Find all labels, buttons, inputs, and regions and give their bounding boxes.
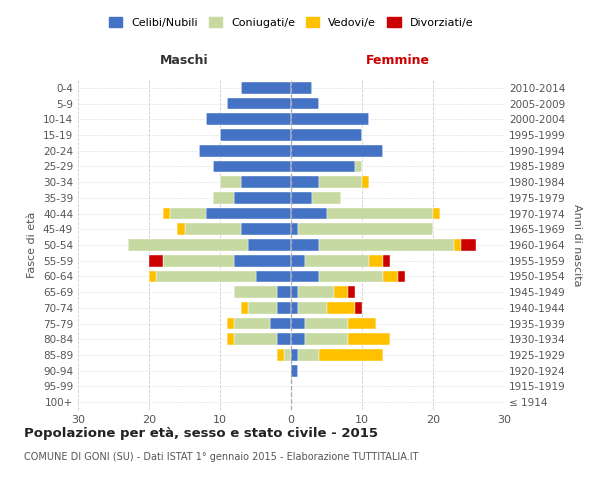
- Bar: [199, 145, 291, 156]
- Bar: [291, 286, 298, 298]
- Bar: [170, 208, 206, 220]
- Bar: [291, 145, 383, 156]
- Bar: [256, 270, 291, 282]
- Bar: [291, 365, 298, 376]
- Bar: [241, 224, 291, 235]
- Bar: [355, 302, 362, 314]
- Bar: [213, 192, 234, 204]
- Bar: [326, 302, 355, 314]
- Bar: [291, 349, 298, 361]
- Bar: [277, 302, 291, 314]
- Bar: [241, 82, 291, 94]
- Bar: [248, 302, 277, 314]
- Bar: [348, 334, 391, 345]
- Bar: [305, 334, 348, 345]
- Bar: [163, 255, 234, 266]
- Bar: [277, 334, 291, 345]
- Bar: [454, 239, 461, 251]
- Bar: [383, 270, 398, 282]
- Bar: [433, 208, 440, 220]
- Bar: [355, 160, 362, 172]
- Bar: [149, 270, 156, 282]
- Bar: [284, 349, 291, 361]
- Bar: [334, 286, 348, 298]
- Bar: [227, 318, 234, 330]
- Bar: [291, 129, 362, 141]
- Bar: [234, 334, 277, 345]
- Bar: [220, 129, 291, 141]
- Bar: [461, 239, 476, 251]
- Bar: [128, 239, 248, 251]
- Bar: [291, 98, 319, 110]
- Bar: [220, 176, 241, 188]
- Bar: [291, 114, 369, 125]
- Bar: [319, 239, 454, 251]
- Bar: [241, 176, 291, 188]
- Legend: Celibi/Nubili, Coniugati/e, Vedovi/e, Divorziati/e: Celibi/Nubili, Coniugati/e, Vedovi/e, Di…: [104, 13, 478, 32]
- Bar: [291, 192, 313, 204]
- Bar: [291, 160, 355, 172]
- Bar: [383, 255, 391, 266]
- Bar: [227, 98, 291, 110]
- Bar: [291, 270, 319, 282]
- Bar: [291, 302, 298, 314]
- Bar: [305, 318, 348, 330]
- Bar: [291, 255, 305, 266]
- Bar: [270, 318, 291, 330]
- Bar: [319, 176, 362, 188]
- Bar: [185, 224, 241, 235]
- Bar: [291, 224, 298, 235]
- Bar: [291, 82, 313, 94]
- Bar: [277, 349, 284, 361]
- Text: COMUNE DI GONI (SU) - Dati ISTAT 1° gennaio 2015 - Elaborazione TUTTITALIA.IT: COMUNE DI GONI (SU) - Dati ISTAT 1° genn…: [24, 452, 419, 462]
- Bar: [313, 192, 341, 204]
- Bar: [348, 286, 355, 298]
- Bar: [298, 302, 326, 314]
- Bar: [291, 239, 319, 251]
- Bar: [305, 255, 369, 266]
- Bar: [156, 270, 256, 282]
- Bar: [291, 176, 319, 188]
- Text: Femmine: Femmine: [365, 54, 430, 68]
- Bar: [234, 255, 291, 266]
- Text: Maschi: Maschi: [160, 54, 209, 68]
- Bar: [291, 334, 305, 345]
- Bar: [291, 208, 326, 220]
- Bar: [277, 286, 291, 298]
- Bar: [234, 286, 277, 298]
- Bar: [298, 286, 334, 298]
- Bar: [319, 349, 383, 361]
- Bar: [206, 208, 291, 220]
- Bar: [163, 208, 170, 220]
- Y-axis label: Anni di nascita: Anni di nascita: [572, 204, 582, 286]
- Text: Popolazione per età, sesso e stato civile - 2015: Popolazione per età, sesso e stato civil…: [24, 428, 378, 440]
- Bar: [213, 160, 291, 172]
- Bar: [234, 318, 270, 330]
- Bar: [348, 318, 376, 330]
- Bar: [178, 224, 185, 235]
- Bar: [291, 318, 305, 330]
- Y-axis label: Fasce di età: Fasce di età: [28, 212, 37, 278]
- Bar: [227, 334, 234, 345]
- Bar: [398, 270, 404, 282]
- Bar: [241, 302, 248, 314]
- Bar: [248, 239, 291, 251]
- Bar: [326, 208, 433, 220]
- Bar: [298, 349, 319, 361]
- Bar: [362, 176, 369, 188]
- Bar: [369, 255, 383, 266]
- Bar: [298, 224, 433, 235]
- Bar: [234, 192, 291, 204]
- Bar: [206, 114, 291, 125]
- Bar: [149, 255, 163, 266]
- Bar: [319, 270, 383, 282]
